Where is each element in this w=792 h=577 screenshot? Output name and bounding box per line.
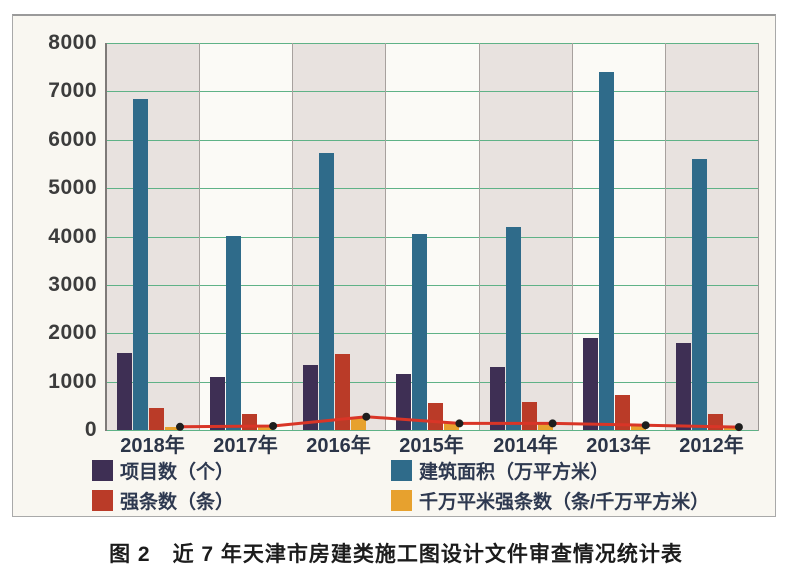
bar-projects bbox=[675, 343, 691, 430]
line-marker bbox=[269, 422, 278, 430]
band-separator bbox=[292, 43, 293, 430]
bar-floor-area bbox=[598, 72, 614, 430]
band-separator bbox=[572, 43, 573, 430]
bar-floor-area bbox=[319, 153, 335, 430]
plot-right-border bbox=[758, 43, 759, 431]
band-separator bbox=[665, 43, 666, 430]
line-marker bbox=[455, 419, 464, 428]
plot-band bbox=[385, 43, 479, 430]
grid-line bbox=[106, 140, 758, 141]
y-tick-label: 1000 bbox=[48, 370, 97, 393]
grid-line bbox=[106, 237, 758, 238]
grid-line bbox=[106, 91, 758, 92]
bar-projects bbox=[303, 365, 319, 430]
legend-label: 建筑面积（万平方米） bbox=[419, 461, 610, 483]
band-separator bbox=[479, 43, 480, 430]
y-tick-label: 0 bbox=[84, 418, 97, 441]
bar-violations-per-area bbox=[723, 427, 739, 430]
figure-caption: 图 2 近 7 年天津市房建类施工图设计文件审查情况统计表 bbox=[109, 543, 683, 566]
bar-violations bbox=[335, 354, 351, 430]
bar-floor-area bbox=[133, 99, 148, 430]
bar-projects bbox=[117, 353, 132, 430]
x-tick-label: 2014年 bbox=[493, 435, 558, 457]
grid-line bbox=[106, 188, 758, 189]
bar-projects bbox=[210, 377, 226, 430]
plot-band bbox=[199, 43, 293, 430]
x-tick-label: 2017年 bbox=[213, 435, 278, 457]
grid-line bbox=[106, 285, 758, 286]
x-tick-label: 2013年 bbox=[586, 435, 651, 457]
bar-violations bbox=[149, 408, 164, 430]
legend-swatch bbox=[92, 459, 113, 481]
line-marker bbox=[548, 419, 557, 428]
y-tick-label: 6000 bbox=[48, 128, 97, 151]
legend-label: 千万平米强条数（条/千万平方米） bbox=[419, 491, 710, 513]
plot-area bbox=[106, 43, 758, 432]
legend-item: 强条数（条） bbox=[92, 488, 235, 513]
bar-projects bbox=[582, 338, 598, 430]
bar-violations-per-area bbox=[165, 427, 180, 430]
band-separator bbox=[199, 43, 200, 430]
x-tick-label: 2018年 bbox=[120, 435, 185, 457]
bar-floor-area bbox=[226, 236, 242, 430]
legend-swatch bbox=[391, 489, 412, 511]
y-tick-label: 8000 bbox=[48, 31, 97, 54]
chart-figure: 8000 7000 6000 5000 4000 3000 2000 1000 0 2018年 2… bbox=[12, 14, 776, 517]
bar-violations-per-area bbox=[537, 423, 553, 430]
y-axis-line bbox=[105, 43, 107, 431]
legend-label: 项目数（个） bbox=[120, 461, 235, 483]
band-separator bbox=[385, 43, 386, 430]
bar-floor-area bbox=[412, 234, 428, 430]
bar-violations-per-area bbox=[444, 423, 460, 430]
legend-label: 强条数（条） bbox=[120, 491, 235, 513]
bar-floor-area bbox=[691, 159, 707, 430]
legend-item: 千万平米强条数（条/千万平方米） bbox=[391, 488, 710, 513]
legend-swatch bbox=[391, 459, 412, 481]
line-marker bbox=[641, 421, 650, 430]
x-tick-label: 2016年 bbox=[306, 435, 371, 457]
line-marker bbox=[734, 423, 743, 432]
y-tick-label: 7000 bbox=[48, 79, 97, 102]
bar-violations-per-area bbox=[351, 417, 367, 430]
bar-violations-per-area bbox=[258, 426, 274, 430]
grid-line bbox=[106, 43, 758, 44]
legend-item: 建筑面积（万平方米） bbox=[391, 458, 610, 483]
x-tick-label: 2015年 bbox=[399, 435, 464, 457]
y-tick-label: 3000 bbox=[48, 273, 97, 296]
x-tick-label: 2012年 bbox=[679, 435, 744, 457]
bar-violations-per-area bbox=[630, 425, 646, 430]
legend-item: 项目数（个） bbox=[92, 458, 235, 483]
bar-violations bbox=[614, 395, 630, 430]
grid-line bbox=[106, 430, 758, 431]
bar-projects bbox=[489, 367, 505, 430]
grid-line bbox=[106, 333, 758, 334]
y-tick-label: 5000 bbox=[48, 176, 97, 199]
grid-line bbox=[106, 382, 758, 383]
y-tick-label: 4000 bbox=[48, 225, 97, 248]
plot-band bbox=[478, 43, 572, 430]
trend-line-layer bbox=[176, 412, 743, 432]
bar-projects bbox=[396, 374, 412, 430]
bar-floor-area bbox=[505, 227, 521, 430]
line-marker bbox=[176, 422, 184, 431]
line-marker bbox=[362, 412, 371, 421]
y-tick-label: 2000 bbox=[48, 321, 97, 344]
legend-swatch bbox=[92, 489, 113, 511]
